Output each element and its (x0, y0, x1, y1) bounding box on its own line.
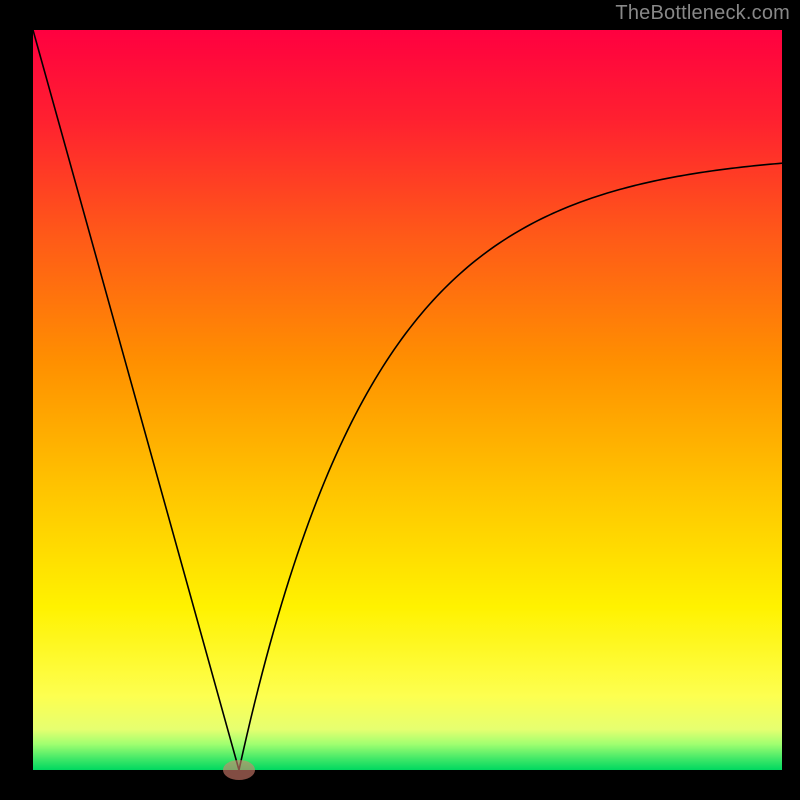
optimal-point-marker (223, 760, 255, 780)
watermark-text: TheBottleneck.com (615, 2, 790, 25)
plot-svg (33, 30, 782, 770)
plot-background (33, 30, 782, 770)
chart-frame: TheBottleneck.com (0, 0, 800, 800)
plot-area (33, 30, 782, 770)
